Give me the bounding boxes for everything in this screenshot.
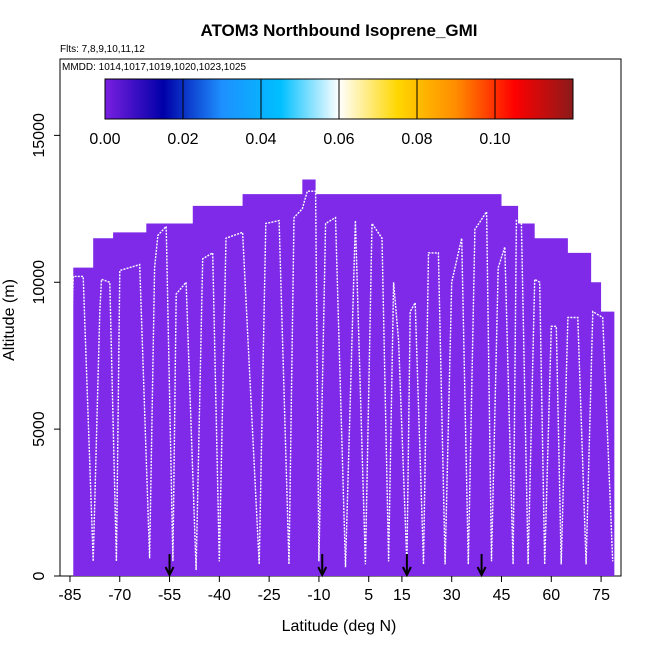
x-tick-label-5: -10 — [307, 587, 330, 604]
mmdd-label: MMDD: 1014,1017,1019,1020,1023,1025 — [62, 62, 246, 73]
colorbar: 0.00 0.02 0.04 0.06 0.08 0.10 — [89, 78, 574, 148]
colorbar-tick-label-5: 0.10 — [479, 131, 510, 148]
takeoff-arrow-layer — [164, 554, 487, 578]
flights-label: Flts: 7,8,9,10,11,12 — [60, 44, 145, 55]
x-tick-label-8: 30 — [443, 587, 461, 604]
y-tick-label-2: 10000 — [31, 260, 48, 305]
curtain-layer — [73, 179, 615, 576]
y-tick-label-1: 5000 — [31, 411, 48, 447]
y-tick-label-3: 15000 — [31, 113, 48, 158]
flight-track-layer — [70, 190, 614, 571]
y-tick-label-0: 0 — [31, 571, 48, 580]
x-axis-label: Latitude (deg N) — [282, 618, 397, 635]
colorbar-tick-label-3: 0.06 — [323, 131, 354, 148]
y-axis-label: Altitude (m) — [1, 279, 18, 361]
takeoff-arrow-head-3 — [476, 566, 487, 578]
x-tick-label-9: 45 — [493, 587, 511, 604]
x-tick-label-10: 60 — [542, 587, 560, 604]
flight-track — [70, 190, 614, 571]
curtain-area — [73, 179, 615, 576]
takeoff-arrow-head-0 — [164, 566, 175, 578]
colorbar-tick-label-2: 0.04 — [245, 131, 276, 148]
x-tick-label-0: -85 — [58, 587, 81, 604]
colorbar-tick-label-0: 0.00 — [89, 131, 120, 148]
colorbar-tick-label-1: 0.02 — [167, 131, 198, 148]
x-tick-label-1: -70 — [108, 587, 131, 604]
colorbar-tick-label-4: 0.08 — [401, 131, 432, 148]
x-axis: -85 -70 -55 -40 -25 -10 5 15 30 45 60 75 — [58, 576, 610, 604]
x-tick-label-6: 5 — [364, 587, 373, 604]
x-tick-label-3: -40 — [208, 587, 231, 604]
x-tick-label-11: 75 — [592, 587, 610, 604]
chart-title: ATOM3 Northbound Isoprene_GMI — [200, 21, 477, 40]
x-tick-label-4: -25 — [258, 587, 281, 604]
x-tick-label-7: 15 — [393, 587, 411, 604]
y-axis: 0 5000 10000 15000 — [31, 113, 60, 580]
takeoff-arrow-head-2 — [401, 566, 412, 578]
x-tick-label-2: -55 — [158, 587, 181, 604]
takeoff-arrow-head-1 — [317, 566, 328, 578]
